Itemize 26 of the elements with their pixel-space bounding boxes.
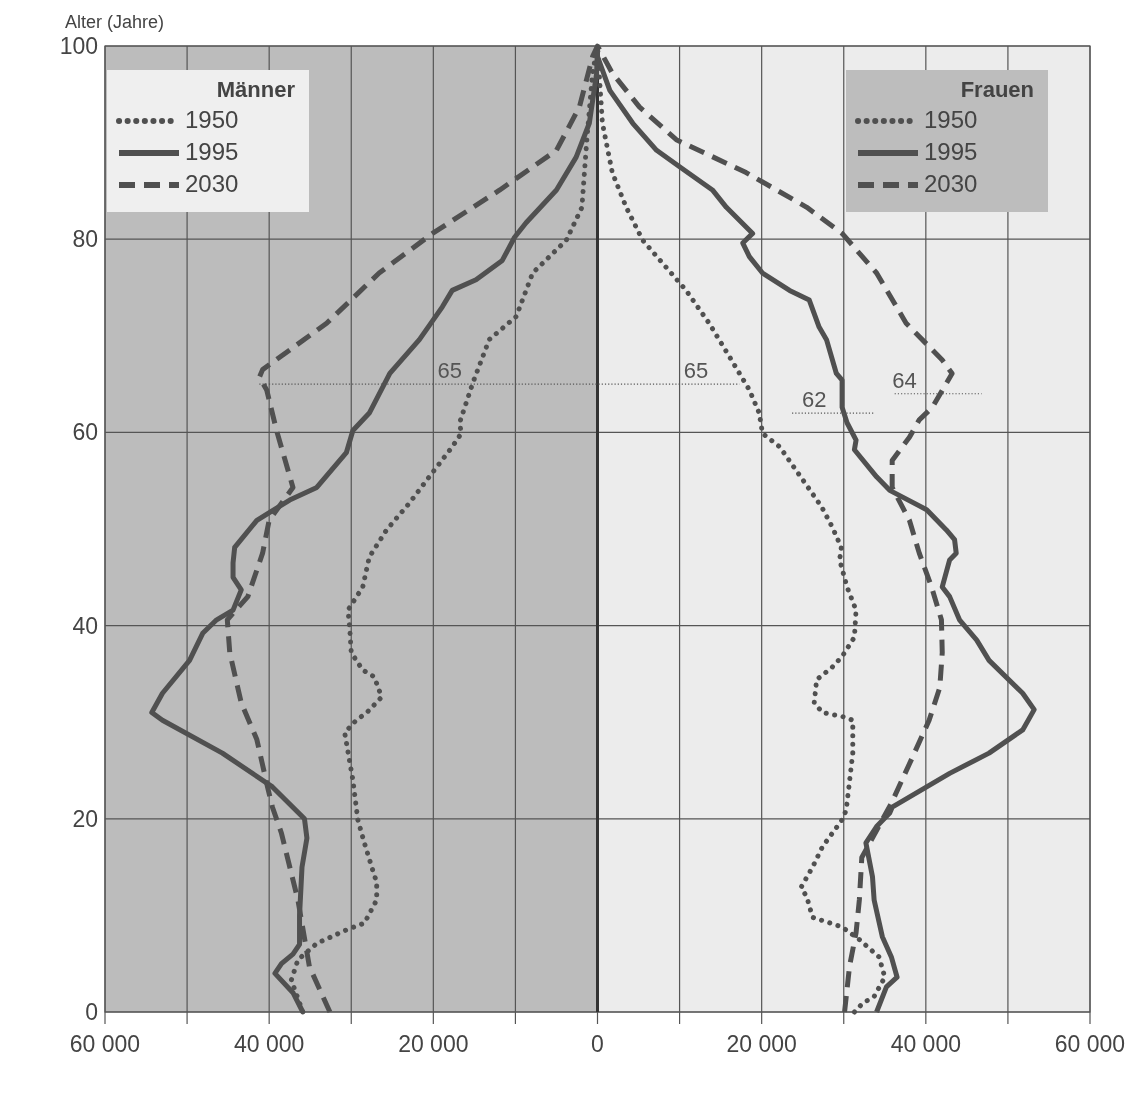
annotation: Frauen [960,77,1034,102]
y-tick-label: 40 [72,612,98,639]
y-tick-label: 20 [72,805,98,832]
y-axis-title: Alter (Jahre) [65,12,165,32]
x-tick-label: 60 000 [69,1031,141,1057]
x-tick-label: 0 [591,1031,604,1057]
y-tick-label: 60 [72,419,98,446]
x-tick-label: 40 000 [890,1031,962,1057]
x-tick-label: 40 000 [233,1031,305,1057]
y-tick-label: 0 [85,999,98,1026]
annotation: 65 [683,358,709,384]
annotation: 65 [437,358,462,384]
annotation: 64 [892,367,917,393]
legend-label: 1995 [924,138,978,165]
x-tick-label: 60 000 [1054,1031,1126,1057]
y-tick-label: 100 [59,33,98,60]
legend-label: 2030 [185,170,239,197]
legend-label: 1995 [185,138,239,165]
legend-label: 2030 [924,170,978,197]
y-tick-label: 80 [72,226,98,253]
x-tick-label: 20 000 [726,1031,797,1057]
annotation: Männer [216,77,296,102]
x-tick-label: 20 000 [398,1031,469,1057]
legend-label: 1950 [185,106,239,133]
legend-label: 1950 [924,106,978,133]
annotation: 62 [801,387,827,413]
